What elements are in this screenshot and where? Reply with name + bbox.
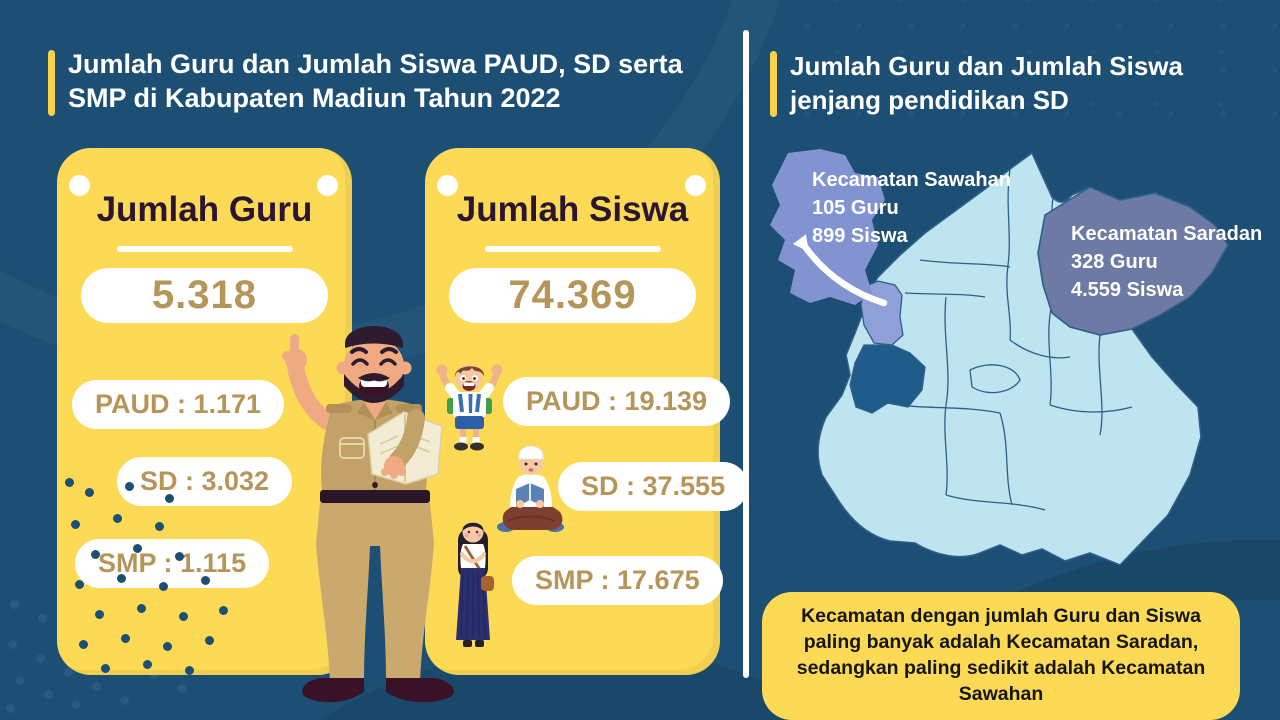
callout-saradan: Kecamatan Saradan 328 Guru 4.559 Siswa [1071,220,1262,304]
guru-total-pill: 5.318 [81,268,328,323]
callout-saradan-siswa: 4.559 Siswa [1071,279,1184,301]
curved-arrow-icon [793,234,888,307]
card-hole-decoration [69,175,90,196]
conclusion-note-box: Kecamatan dengan jumlah Guru dan Siswa p… [762,592,1240,720]
card-title-underline [484,246,661,252]
left-panel-title: Jumlah Guru dan Jumlah Siswa PAUD, SD se… [68,47,718,115]
map-region-sawahan-enlarged [770,149,885,305]
background-dots-decoration [775,0,1280,155]
right-title-accent-bar [770,51,777,117]
map-region-city [849,344,926,414]
card-guru-title: Jumlah Guru [96,190,313,229]
callout-saradan-name: Kecamatan Saradan [1071,223,1263,245]
callout-saradan-guru: 328 Guru [1071,251,1158,273]
guru-sd-pill: SD : 3.032 [117,457,293,506]
card-siswa-title: Jumlah Siswa [456,190,689,229]
schoolgirl-illustration [456,521,494,647]
corner-dots-decoration [10,600,19,609]
card-hole-decoration [685,175,706,196]
callout-sawahan: Kecamatan Sawahan 105 Guru 899 Siswa [812,166,1011,250]
siswa-smp-pill: SMP : 17.675 [512,556,723,605]
siswa-total-pill: 74.369 [449,268,696,323]
card-hole-decoration [317,175,338,196]
reading-boy-illustration [497,445,564,532]
card-polka-dots-decoration [65,478,74,487]
left-title-line1: Jumlah Guru dan Jumlah Siswa PAUD, SD se… [68,49,683,79]
teacher-illustration [282,326,454,703]
right-title-line2: jenjang pendidikan SD [790,85,1069,115]
cheering-boy-illustration [436,364,503,451]
left-title-accent-bar [48,50,55,116]
callout-sawahan-siswa: 899 Siswa [812,225,908,247]
guru-paud-pill: PAUD : 1.171 [72,380,285,429]
conclusion-note-text: Kecamatan dengan jumlah Guru dan Siswa p… [796,605,1206,705]
right-title-line1: Jumlah Guru dan Jumlah Siswa [790,51,1183,81]
callout-sawahan-guru: 105 Guru [812,197,899,219]
siswa-paud-pill: PAUD : 19.139 [503,377,731,426]
card-hole-decoration [437,175,458,196]
left-title-line2: SMP di Kabupaten Madiun Tahun 2022 [68,83,561,113]
right-panel-title: Jumlah Guru dan Jumlah Siswa jenjang pen… [790,49,1250,117]
card-jumlah-guru: Jumlah Guru 5.318 PAUD : 1.171 SD : 3.03… [57,148,352,675]
card-title-underline [116,246,293,252]
map-region-saradan [1037,186,1229,336]
madiun-map [770,149,1229,566]
siswa-sd-pill: SD : 37.555 [558,462,749,511]
callout-sawahan-name: Kecamatan Sawahan [812,169,1011,191]
panel-divider [743,30,749,678]
guru-smp-pill: SMP : 1.115 [75,539,270,588]
